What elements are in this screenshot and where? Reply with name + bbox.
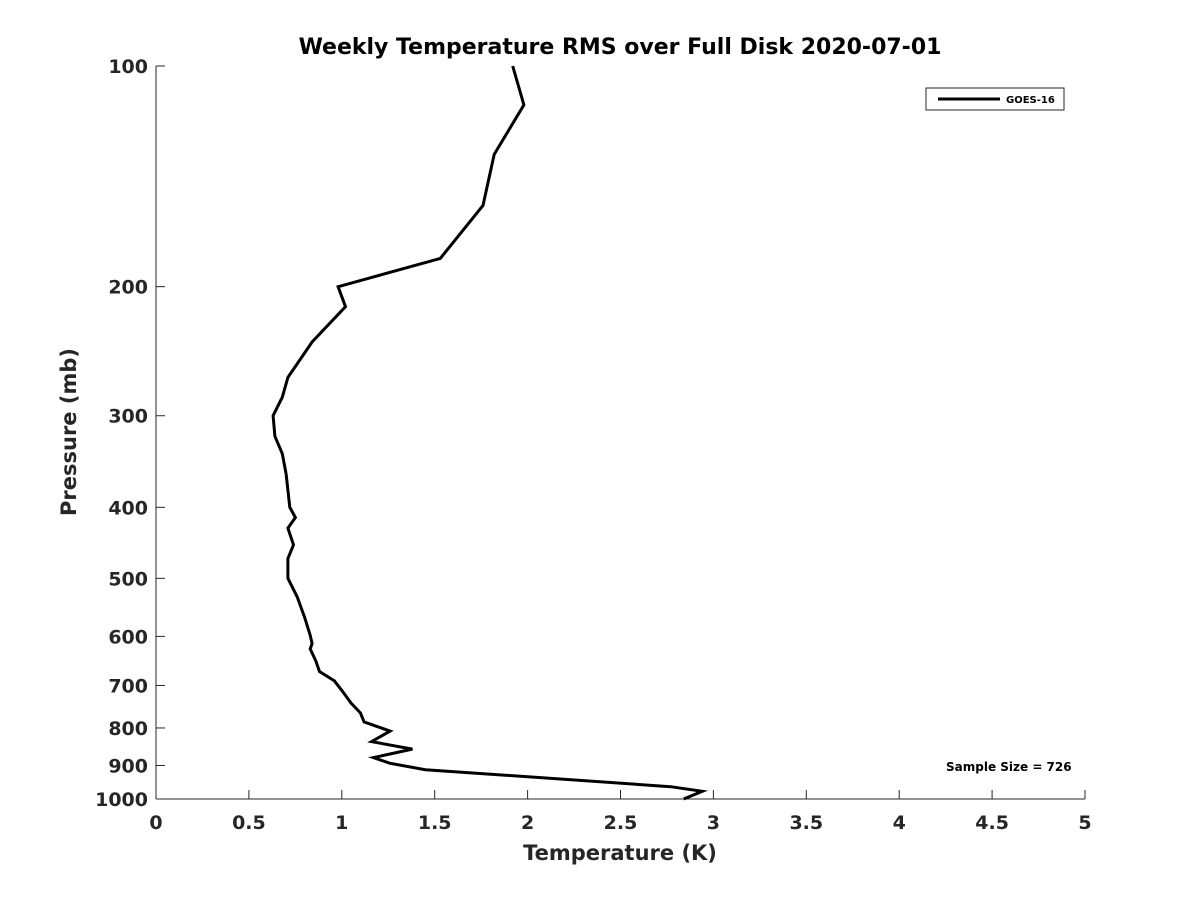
y-tick-label: 300	[108, 406, 148, 428]
y-tick-label: 500	[108, 568, 148, 590]
y-tick-label: 700	[108, 675, 148, 697]
x-tick-label: 1.5	[418, 812, 452, 834]
sample-size-annotation: Sample Size = 726	[946, 760, 1072, 774]
x-axis-title: Temperature (K)	[523, 841, 717, 865]
x-tick-label: 5	[1078, 812, 1091, 834]
x-tick-label: 2.5	[604, 812, 638, 834]
x-tick-label: 4.5	[975, 812, 1009, 834]
legend: GOES-16	[925, 87, 1065, 111]
x-tick-label: 0.5	[232, 812, 266, 834]
series-line-goes-16	[271, 65, 708, 801]
chart-title: Weekly Temperature RMS over Full Disk 20…	[299, 35, 942, 60]
y-axis-title: Pressure (mb)	[57, 348, 81, 516]
y-tick-label: 800	[108, 718, 148, 740]
y-tick-label: 100	[108, 56, 148, 78]
x-tick-label: 4	[893, 812, 906, 834]
y-tick-label: 600	[108, 626, 148, 648]
y-tick-label: 400	[108, 497, 148, 519]
plot-area: 0 0.5 1 1.5 2 2.5 3 3.5 4 4.5 5 100 200 300 400 500 600…	[95, 56, 1092, 834]
series-layer	[271, 65, 708, 801]
x-tick-label: 2	[521, 812, 534, 834]
legend-label-goes-16: GOES-16	[1006, 95, 1055, 106]
y-tick-label: 900	[108, 755, 148, 777]
y-tick-label: 1000	[95, 789, 148, 811]
y-axis-ticks: 100 200 300 400 500 600 700 800 900 1000	[95, 56, 165, 811]
x-tick-label: 3	[707, 812, 720, 834]
x-axis-ticks: 0 0.5 1 1.5 2 2.5 3 3.5 4 4.5 5	[149, 790, 1092, 834]
x-tick-label: 3.5	[789, 812, 823, 834]
x-tick-label: 0	[149, 812, 162, 834]
y-tick-label: 200	[108, 277, 148, 299]
x-tick-label: 1	[335, 812, 348, 834]
